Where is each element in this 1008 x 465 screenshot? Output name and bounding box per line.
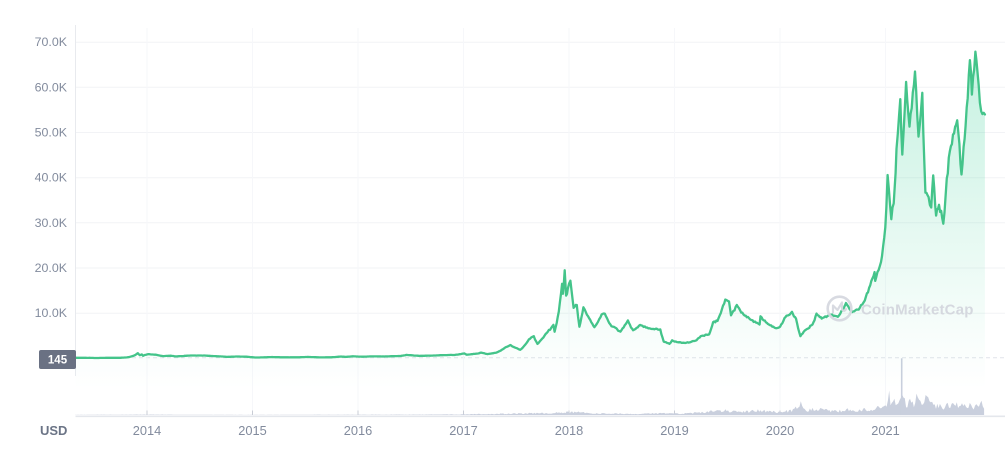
svg-text:10.0K: 10.0K <box>35 306 68 320</box>
svg-text:30.0K: 30.0K <box>35 216 68 230</box>
svg-text:USD: USD <box>40 423 67 438</box>
svg-text:2019: 2019 <box>660 423 688 438</box>
svg-text:2014: 2014 <box>133 423 161 438</box>
svg-text:2016: 2016 <box>344 423 372 438</box>
svg-text:CoinMarketCap: CoinMarketCap <box>861 302 974 319</box>
svg-text:2015: 2015 <box>238 423 266 438</box>
svg-text:2020: 2020 <box>766 423 794 438</box>
svg-text:50.0K: 50.0K <box>35 126 68 140</box>
svg-text:40.0K: 40.0K <box>35 171 68 185</box>
svg-text:20.0K: 20.0K <box>35 261 68 275</box>
svg-text:2017: 2017 <box>449 423 477 438</box>
svg-text:60.0K: 60.0K <box>35 80 68 94</box>
svg-text:70.0K: 70.0K <box>35 35 68 49</box>
svg-text:2021: 2021 <box>871 423 899 438</box>
svg-text:2018: 2018 <box>555 423 583 438</box>
svg-text:145: 145 <box>48 355 68 367</box>
